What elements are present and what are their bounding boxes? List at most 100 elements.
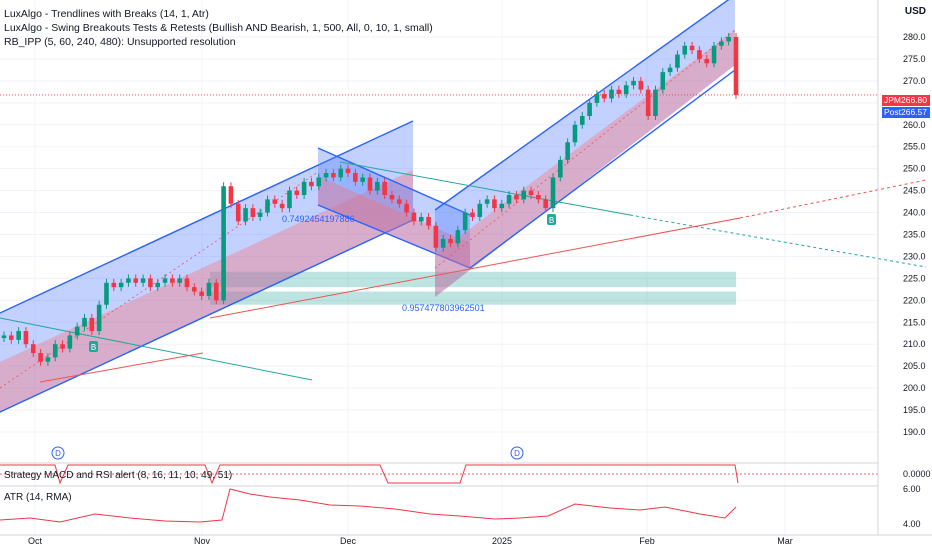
price-tick-label: 225.0 bbox=[903, 273, 926, 283]
candle bbox=[528, 186, 534, 199]
candle bbox=[521, 186, 527, 204]
candle bbox=[631, 76, 636, 90]
candle bbox=[667, 63, 673, 77]
candle-body bbox=[272, 199, 278, 204]
candle-body bbox=[418, 216, 424, 222]
candle bbox=[184, 274, 190, 292]
break-marker-jan: B bbox=[547, 214, 556, 225]
atr-axis-bottom: 4.00 bbox=[903, 519, 921, 529]
trend-channels bbox=[0, 0, 736, 413]
candle-body bbox=[82, 317, 87, 327]
post-price-value: 266.57 bbox=[901, 107, 927, 117]
candle bbox=[104, 278, 109, 309]
candle bbox=[367, 173, 373, 195]
candle-body bbox=[140, 278, 146, 283]
candle-body bbox=[60, 344, 65, 349]
candle bbox=[726, 33, 731, 46]
candle-body bbox=[38, 353, 43, 362]
candle bbox=[192, 283, 197, 296]
last-price-value: 266.80 bbox=[901, 95, 927, 105]
candle bbox=[345, 164, 351, 178]
candle-body bbox=[667, 67, 673, 73]
candle bbox=[689, 41, 695, 55]
candle bbox=[162, 274, 168, 287]
candle-body bbox=[638, 80, 644, 90]
candle bbox=[199, 287, 204, 300]
channel-3-midline bbox=[434, 29, 736, 269]
candle-body bbox=[719, 41, 724, 46]
candle bbox=[331, 169, 336, 182]
candle bbox=[404, 199, 409, 217]
candle bbox=[382, 177, 387, 199]
candle bbox=[506, 191, 512, 208]
resistance-zone bbox=[210, 271, 736, 288]
atr-pane-title[interactable]: ATR (14, RMA) bbox=[4, 492, 72, 503]
time-axis[interactable]: Oct Nov Dec 2025 Feb Mar bbox=[0, 534, 932, 546]
candle bbox=[660, 68, 666, 94]
candle bbox=[243, 204, 248, 226]
candle-body bbox=[367, 177, 373, 191]
candle bbox=[89, 313, 95, 336]
candle bbox=[697, 46, 702, 63]
candle bbox=[733, 33, 739, 99]
channel-1-lower-fill bbox=[0, 170, 413, 412]
candle-body bbox=[536, 195, 541, 200]
candle bbox=[338, 164, 344, 182]
candle bbox=[587, 98, 592, 120]
post-price-label: Post bbox=[884, 107, 902, 117]
candle bbox=[514, 191, 519, 204]
price-tick-label: 200.0 bbox=[903, 383, 926, 393]
strategy-pane-title[interactable]: Strategy MACD and RSI alert (8, 16, 11, … bbox=[4, 470, 233, 481]
candle bbox=[9, 331, 14, 344]
price-tick-label: 195.0 bbox=[903, 405, 926, 415]
candle-body bbox=[623, 85, 629, 95]
candle bbox=[594, 90, 600, 107]
price-axis[interactable]: 190.0 195.0 200.0 205.0 210.0 215.0 220.0 225.0… bbox=[877, 0, 926, 535]
candle bbox=[704, 54, 710, 68]
candle-body bbox=[704, 58, 710, 64]
price-tick-label: 235.0 bbox=[903, 230, 926, 240]
channel-2-lower-fill bbox=[318, 176, 470, 268]
candle bbox=[616, 85, 622, 99]
candle-body bbox=[579, 116, 585, 125]
candle-body bbox=[133, 278, 139, 283]
candle bbox=[389, 191, 395, 204]
dividend-marker-circle bbox=[510, 446, 524, 460]
candle-body bbox=[470, 212, 475, 217]
indicator-legend-swing-breakouts[interactable]: LuxAlgo - Swing Breakouts Tests & Retest… bbox=[4, 22, 433, 34]
candle bbox=[294, 186, 300, 199]
candle-body bbox=[499, 203, 505, 209]
candle bbox=[375, 177, 380, 195]
candle-body bbox=[213, 282, 219, 301]
candle bbox=[719, 37, 724, 50]
candle-body bbox=[660, 72, 666, 90]
indicator-legend-rb-ipp[interactable]: RB_IPP (5, 60, 240, 480): Unsupported re… bbox=[4, 36, 236, 48]
candle-body bbox=[287, 190, 292, 209]
candle-body bbox=[243, 208, 248, 222]
red-short-trendline bbox=[39, 352, 204, 383]
candle-body bbox=[184, 278, 190, 288]
post-price-badge: Post 266.57 bbox=[882, 107, 930, 118]
candle bbox=[543, 195, 548, 213]
currency-label[interactable]: USD bbox=[904, 6, 926, 17]
price-tick-label: 275.0 bbox=[903, 54, 926, 64]
candle bbox=[250, 204, 256, 221]
candle bbox=[353, 169, 358, 186]
teal-trendline-2 bbox=[339, 161, 631, 216]
price-tick-label: 270.0 bbox=[903, 76, 926, 86]
candle-body bbox=[104, 282, 109, 305]
candle-body bbox=[331, 173, 336, 178]
candle-body bbox=[30, 344, 36, 353]
price-tick-label: 260.0 bbox=[903, 120, 926, 130]
candle-body bbox=[375, 181, 380, 191]
candle-body bbox=[594, 94, 600, 103]
candle bbox=[118, 278, 124, 292]
break-marker-oct: B bbox=[89, 341, 98, 352]
candle-body bbox=[682, 45, 688, 55]
channel-2-bottom bbox=[317, 204, 471, 269]
candle-body bbox=[543, 199, 548, 209]
candle bbox=[396, 195, 402, 208]
candle-body bbox=[23, 331, 29, 345]
indicator-legend-trendlines[interactable]: LuxAlgo - Trendlines with Breaks (14, 1,… bbox=[4, 8, 209, 20]
